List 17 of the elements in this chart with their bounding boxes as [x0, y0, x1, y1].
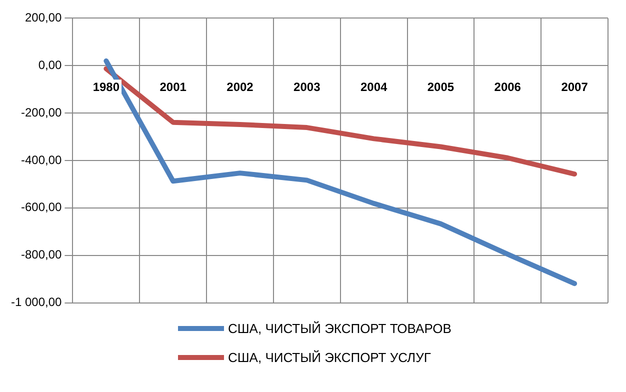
y-tick-label: 200,00 — [25, 10, 62, 25]
legend-label: США, ЧИСТЫЙ ЭКСПОРТ ТОВАРОВ — [228, 321, 452, 336]
x-tick-label: 2005 — [427, 80, 454, 94]
y-tick-label: -200,00 — [21, 105, 62, 120]
x-tick-label: 2004 — [360, 80, 388, 94]
y-tick-label: -800,00 — [21, 248, 62, 262]
y-tick-label: -600,00 — [21, 200, 62, 214]
y-tick-label: -1 000,00 — [10, 295, 62, 310]
x-tick-label: 2006 — [494, 80, 522, 94]
x-tick-label: 1980 — [92, 80, 120, 94]
x-tick-label: 2007 — [561, 80, 588, 94]
y-tick-label: 0,00 — [38, 58, 62, 72]
legend-label: США, ЧИСТЫЙ ЭКСПОРТ УСЛУГ — [228, 350, 431, 365]
x-tick-label: 2001 — [160, 80, 187, 94]
y-tick-label: -400,00 — [21, 152, 62, 167]
x-tick-label: 2002 — [226, 80, 254, 94]
x-tick-label: 2003 — [294, 80, 321, 94]
